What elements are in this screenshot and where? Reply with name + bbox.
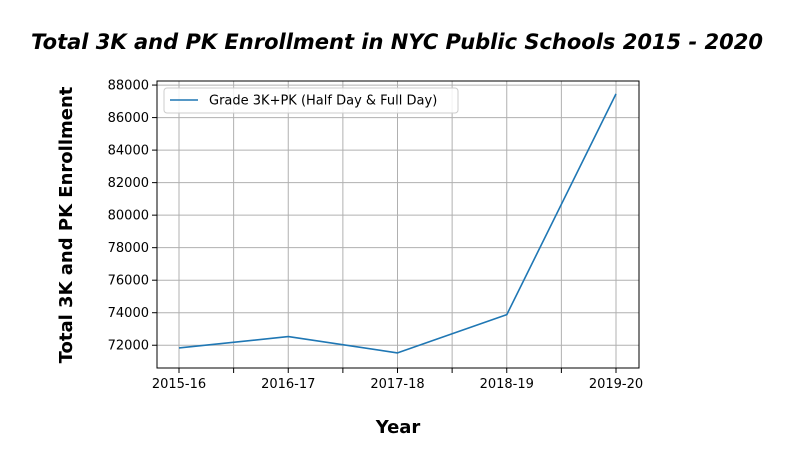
x-tick-label: 2016-17 bbox=[261, 377, 315, 392]
y-axis-label: Total 3K and PK Enrollment bbox=[56, 86, 77, 363]
series-lines bbox=[178, 93, 617, 354]
x-tick-label: 2017-18 bbox=[370, 377, 424, 392]
y-tick-label: 84000 bbox=[108, 144, 149, 159]
x-axis-ticks: 2015-16 2016-17 2017-18 2018-19 2019-20 bbox=[152, 368, 643, 392]
gridlines bbox=[157, 81, 639, 368]
y-tick-label: 88000 bbox=[108, 79, 149, 94]
plot-frame bbox=[156, 80, 640, 369]
legend-label: Grade 3K+PK (Half Day & Full Day) bbox=[209, 94, 437, 109]
y-tick-label: 74000 bbox=[108, 306, 149, 321]
y-tick-label: 76000 bbox=[108, 274, 149, 289]
chart-title: Total 3K and PK Enrollment in NYC Public… bbox=[31, 30, 763, 54]
y-tick-label: 78000 bbox=[108, 241, 149, 256]
x-tick-label: 2019-20 bbox=[589, 377, 643, 392]
x-axis-label: Year bbox=[375, 417, 421, 438]
x-tick-label: 2018-19 bbox=[480, 377, 534, 392]
legend: Grade 3K+PK (Half Day & Full Day) bbox=[163, 87, 459, 114]
y-tick-label: 80000 bbox=[108, 209, 149, 224]
series-line bbox=[178, 93, 617, 354]
y-tick-label: 86000 bbox=[108, 111, 149, 126]
x-tick-label: 2015-16 bbox=[152, 377, 206, 392]
y-axis-ticks: 72000 74000 76000 78000 80000 82000 84000 86000… bbox=[108, 79, 157, 354]
legend-box bbox=[163, 87, 459, 114]
y-tick-label: 82000 bbox=[108, 176, 149, 191]
y-tick-label: 72000 bbox=[108, 339, 149, 354]
